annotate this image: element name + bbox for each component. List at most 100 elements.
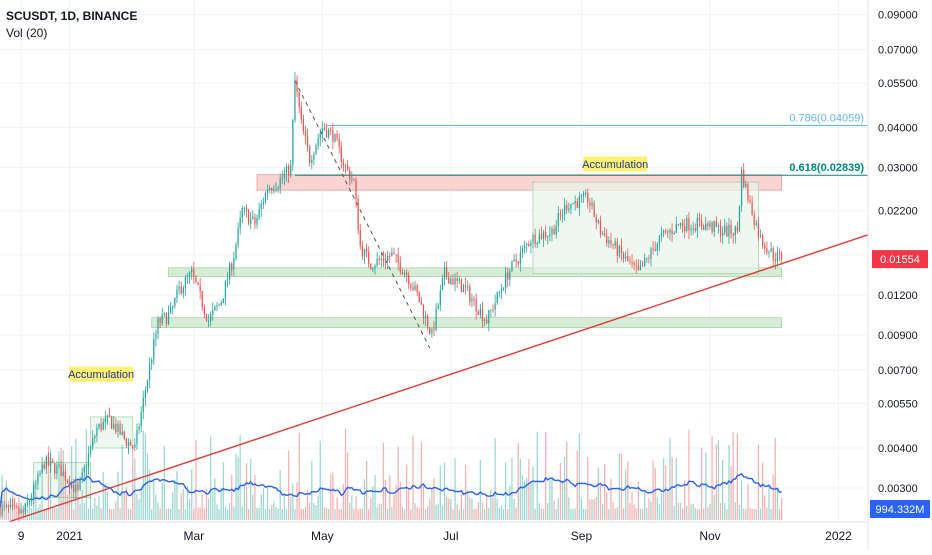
candle-body	[43, 464, 45, 469]
volume-bar	[515, 507, 517, 520]
candle-body	[298, 91, 300, 108]
volume-bar	[629, 503, 631, 520]
candle-body	[26, 501, 29, 504]
support-zone	[168, 267, 783, 278]
volume-bar	[222, 461, 224, 520]
candle-body	[191, 269, 193, 273]
volume-bar	[26, 508, 29, 520]
candle-body	[559, 213, 562, 215]
candle-body	[635, 264, 637, 266]
candle-body	[387, 255, 389, 262]
candle-body	[98, 423, 100, 428]
candle-body	[389, 255, 391, 257]
candle-body	[172, 305, 174, 308]
volume-bar	[526, 477, 528, 520]
volume-bar	[281, 509, 283, 520]
candle-body	[568, 208, 570, 211]
volume-bar	[749, 507, 751, 520]
candle-body	[429, 327, 431, 334]
candle-body	[266, 189, 269, 193]
volume-bar	[633, 504, 635, 520]
volume-bar	[448, 498, 450, 520]
candle-body	[79, 479, 81, 490]
volume-bar	[625, 469, 627, 520]
candle-body	[452, 278, 454, 285]
volume-bar	[92, 508, 94, 520]
candle-body	[344, 165, 347, 167]
volume-bar	[734, 502, 736, 520]
candle-body	[490, 309, 492, 311]
candle-body	[437, 305, 439, 309]
volume-bar	[650, 501, 652, 520]
candle-body	[433, 328, 435, 331]
volume-bar	[125, 487, 128, 520]
candle-body	[762, 235, 764, 246]
candle-body	[766, 248, 768, 253]
candle-body	[243, 207, 246, 209]
volume-bar	[201, 495, 203, 520]
volume-bar	[195, 440, 197, 520]
candle-body	[633, 262, 635, 265]
candle-body	[728, 224, 730, 237]
volume-indicator-title[interactable]: Vol (20)	[6, 26, 47, 40]
candle-body	[399, 262, 401, 272]
volume-bar	[486, 494, 488, 520]
candle-body	[412, 287, 414, 290]
volume-bar	[113, 509, 115, 520]
candle-body	[325, 130, 328, 138]
volume-bar	[730, 465, 732, 520]
candle-body	[30, 497, 33, 501]
candle-body	[496, 291, 498, 303]
candle-body	[321, 128, 323, 134]
candle-body	[111, 416, 113, 429]
volume-bar	[384, 479, 387, 520]
candle-body	[686, 218, 688, 232]
candle-body	[477, 311, 479, 316]
candle-body	[106, 414, 109, 419]
volume-bar	[481, 502, 484, 520]
candle-body	[471, 298, 473, 302]
candle-body	[87, 453, 90, 467]
volume-bar	[724, 503, 726, 520]
volume-bar	[365, 460, 368, 520]
volume-bar	[212, 491, 214, 520]
volume-bar	[747, 483, 749, 520]
volume-bar	[182, 488, 184, 520]
volume-bar	[711, 435, 713, 520]
candle-body	[755, 223, 757, 225]
candle-body	[523, 245, 526, 249]
volume-bar	[309, 502, 311, 520]
candle-body	[81, 472, 83, 480]
volume-bar	[203, 508, 205, 520]
candle-body	[199, 284, 201, 292]
volume-bar	[146, 453, 149, 520]
candle-body	[359, 230, 361, 247]
candle-body	[405, 272, 408, 276]
candle-body	[717, 225, 720, 227]
candle-body	[492, 309, 494, 311]
candle-body	[170, 307, 172, 313]
candle-body	[224, 280, 227, 299]
volume-bar	[395, 485, 397, 520]
candle-body	[262, 202, 264, 205]
volume-bar	[296, 482, 298, 520]
candle-body	[593, 202, 595, 217]
volume-bar	[224, 506, 227, 520]
candle-body	[715, 221, 717, 227]
price-tick-label: 0.09000	[878, 10, 918, 22]
volume-bar	[547, 503, 549, 520]
candle-body	[218, 304, 220, 306]
volume-bar	[220, 487, 222, 520]
volume-bar	[191, 469, 193, 520]
volume-bar	[521, 474, 524, 520]
candle-body	[604, 233, 606, 236]
volume-bar	[414, 503, 416, 520]
volume-bar	[344, 428, 347, 520]
volume-bar	[129, 509, 132, 520]
volume-bar	[96, 505, 98, 520]
candle-body	[599, 220, 602, 235]
candle-body	[778, 252, 781, 254]
